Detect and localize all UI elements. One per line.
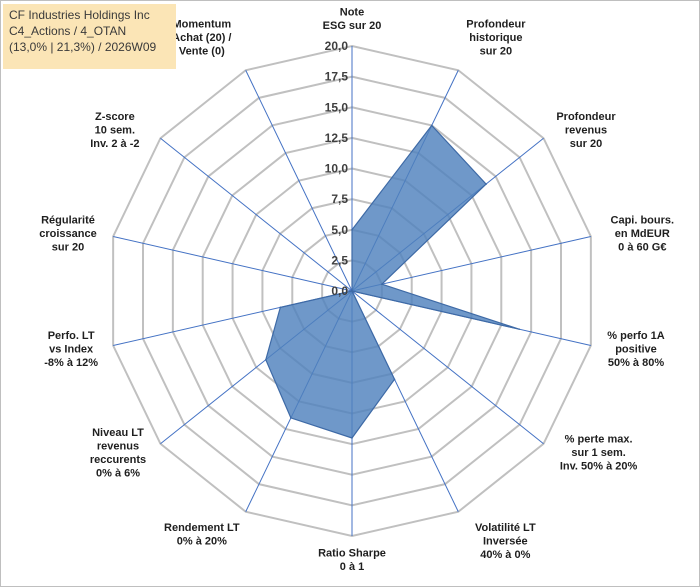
axis-label: % perte max. sur 1 sem. Inv. 50% à 20% — [560, 434, 638, 473]
tick-label: 12,5 — [325, 131, 349, 145]
axis-spoke — [351, 235, 591, 292]
axis-spoke — [245, 70, 353, 292]
axis-label: Ratio Sharpe 0 à 1 — [318, 548, 386, 574]
title-stats: (13,0% | 21,3%) / 2026W09 — [9, 40, 157, 54]
tick-label: 7,5 — [331, 192, 348, 206]
axis-label: Capi. bours. en MdEUR 0 à 60 G€ — [611, 215, 675, 254]
data-point — [279, 306, 282, 309]
data-point — [351, 228, 353, 231]
radar-series — [265, 124, 521, 439]
data-point — [290, 417, 292, 419]
data-point — [381, 283, 383, 285]
radar-axis-labels: Note ESG sur 20 Profondeur historique sur 20… — [39, 7, 674, 574]
data-point — [485, 183, 487, 185]
axis-label: Note ESG sur 20 — [323, 7, 382, 33]
tick-label: 15,0 — [325, 100, 349, 114]
axis-label: Volatilité LT Inversée 40% à 0% — [475, 522, 536, 561]
data-point — [351, 290, 353, 292]
data-point — [351, 437, 353, 439]
tick-label: 10,0 — [325, 162, 349, 176]
axis-spoke — [113, 235, 353, 292]
axis-label: Rendement LT 0% à 20% — [164, 522, 240, 548]
chart-title-box: CF Industries Holdings Inc C4_Actions / … — [3, 4, 176, 69]
title-company: CF Industries Holdings Inc — [9, 8, 150, 22]
axis-label: Profondeur historique sur 20 — [466, 19, 526, 58]
title-category: C4_Actions / 4_OTAN — [9, 24, 127, 38]
axis-label: Régularité croissance sur 20 — [39, 215, 96, 254]
axis-label: Perfo. LT vs Index -8% à 12% — [44, 330, 98, 369]
tick-label: 20,0 — [325, 39, 349, 53]
axis-label: Z-score 10 sem. Inv. 2 à -2 — [90, 111, 139, 150]
tick-label: 5,0 — [331, 223, 348, 237]
axis-label: % perfo 1A positive 50% à 80% — [607, 330, 665, 369]
data-point — [265, 358, 267, 361]
axis-label: Profondeur revenus sur 20 — [556, 111, 616, 150]
axis-label: Niveau LT revenus reccurents 0% à 6% — [90, 427, 146, 480]
tick-label: 0,0 — [331, 284, 348, 298]
axis-label: Momentum Achat (20) / Vente (0) — [172, 19, 231, 58]
tick-label: 2,5 — [331, 253, 348, 267]
axis-spoke — [160, 137, 353, 292]
data-point — [430, 124, 433, 127]
axis-spoke — [351, 290, 544, 445]
data-point — [518, 328, 521, 330]
data-point — [393, 378, 396, 381]
tick-label: 17,5 — [325, 70, 349, 84]
radial-tick-labels: 0,0 2,5 5,0 7,5 10,0 12,5 15,0 17,5 20,0 — [325, 39, 349, 298]
